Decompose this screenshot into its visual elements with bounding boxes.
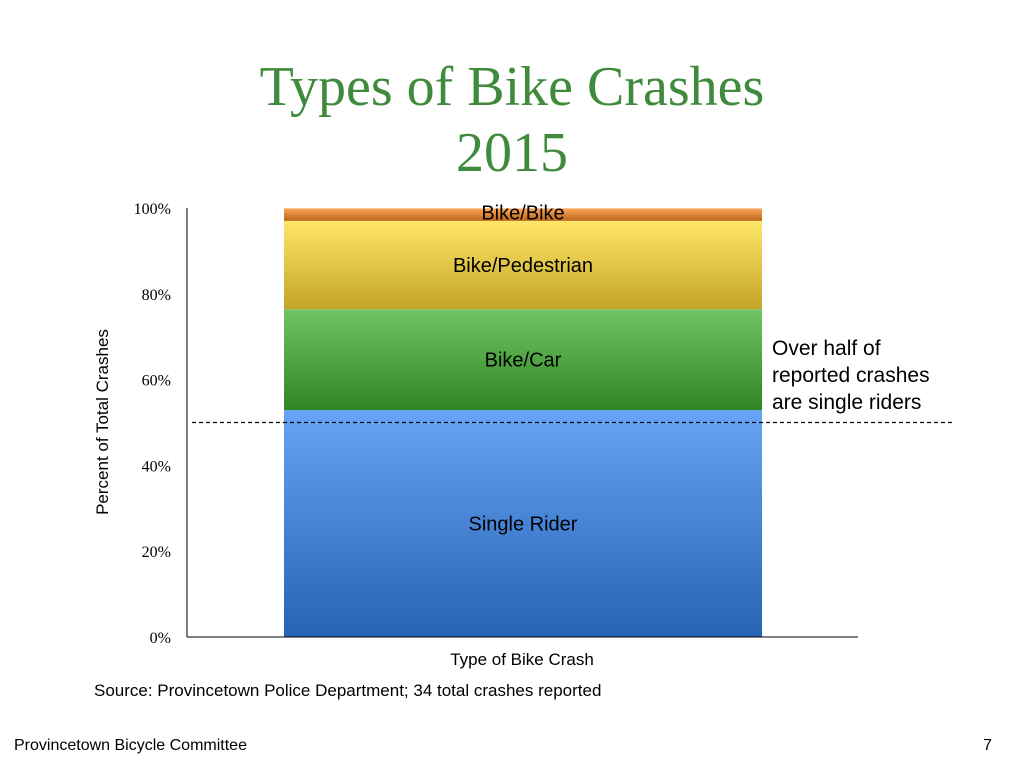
page-number: 7 [983,737,992,754]
bar-segment-bike-pedestrian [284,220,762,310]
y-tick-label: 0% [150,630,171,647]
data-label-single-rider: Single Rider [469,514,578,536]
y-tick-label: 20% [142,544,171,561]
note-line-3: are single riders [772,391,922,414]
annotation-note: Over half of reported crashes are single… [772,335,930,416]
title-line-2: 2015 [456,122,568,184]
bar-segment-bike-car [284,309,762,411]
y-tick-label: 60% [142,373,171,390]
source-note: Source: Provincetown Police Department; … [94,681,602,700]
data-label-bike-car: Bike/Car [485,350,562,372]
data-label-bike-pedestrian: Bike/Pedestrian [453,255,593,277]
note-line-2: reported crashes [772,364,930,387]
stacked-bar-chart: Single Rider Bike/Car Bike/Pedestrian Bike/… [134,201,952,647]
bar-segment-single-rider [284,410,762,637]
x-axis-label: Type of Bike Crash [450,650,594,669]
data-label-bike-bike: Bike/Bike [481,202,564,224]
slide-title: Types of Bike Crashes 2015 [0,54,1024,186]
y-tick-label: 40% [142,458,171,475]
title-line-1: Types of Bike Crashes [259,56,765,118]
y-tick-label: 80% [142,287,171,304]
footer-organization: Provincetown Bicycle Committee [14,737,247,754]
y-tick-label: 100% [134,201,171,218]
y-axis-label: Percent of Total Crashes [93,329,112,515]
note-line-1: Over half of [772,337,881,360]
bar-segment-bike-bike [284,208,762,221]
